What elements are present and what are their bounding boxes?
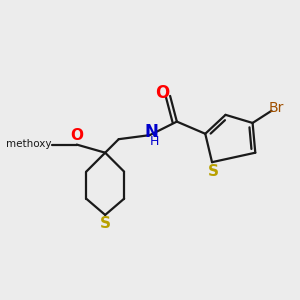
Text: H: H — [150, 135, 159, 148]
Text: O: O — [155, 84, 170, 102]
Text: O: O — [70, 128, 83, 143]
Text: S: S — [208, 164, 219, 178]
Text: Br: Br — [269, 100, 284, 115]
Text: N: N — [144, 123, 158, 141]
Text: methoxy: methoxy — [6, 139, 51, 149]
Text: S: S — [100, 215, 111, 230]
